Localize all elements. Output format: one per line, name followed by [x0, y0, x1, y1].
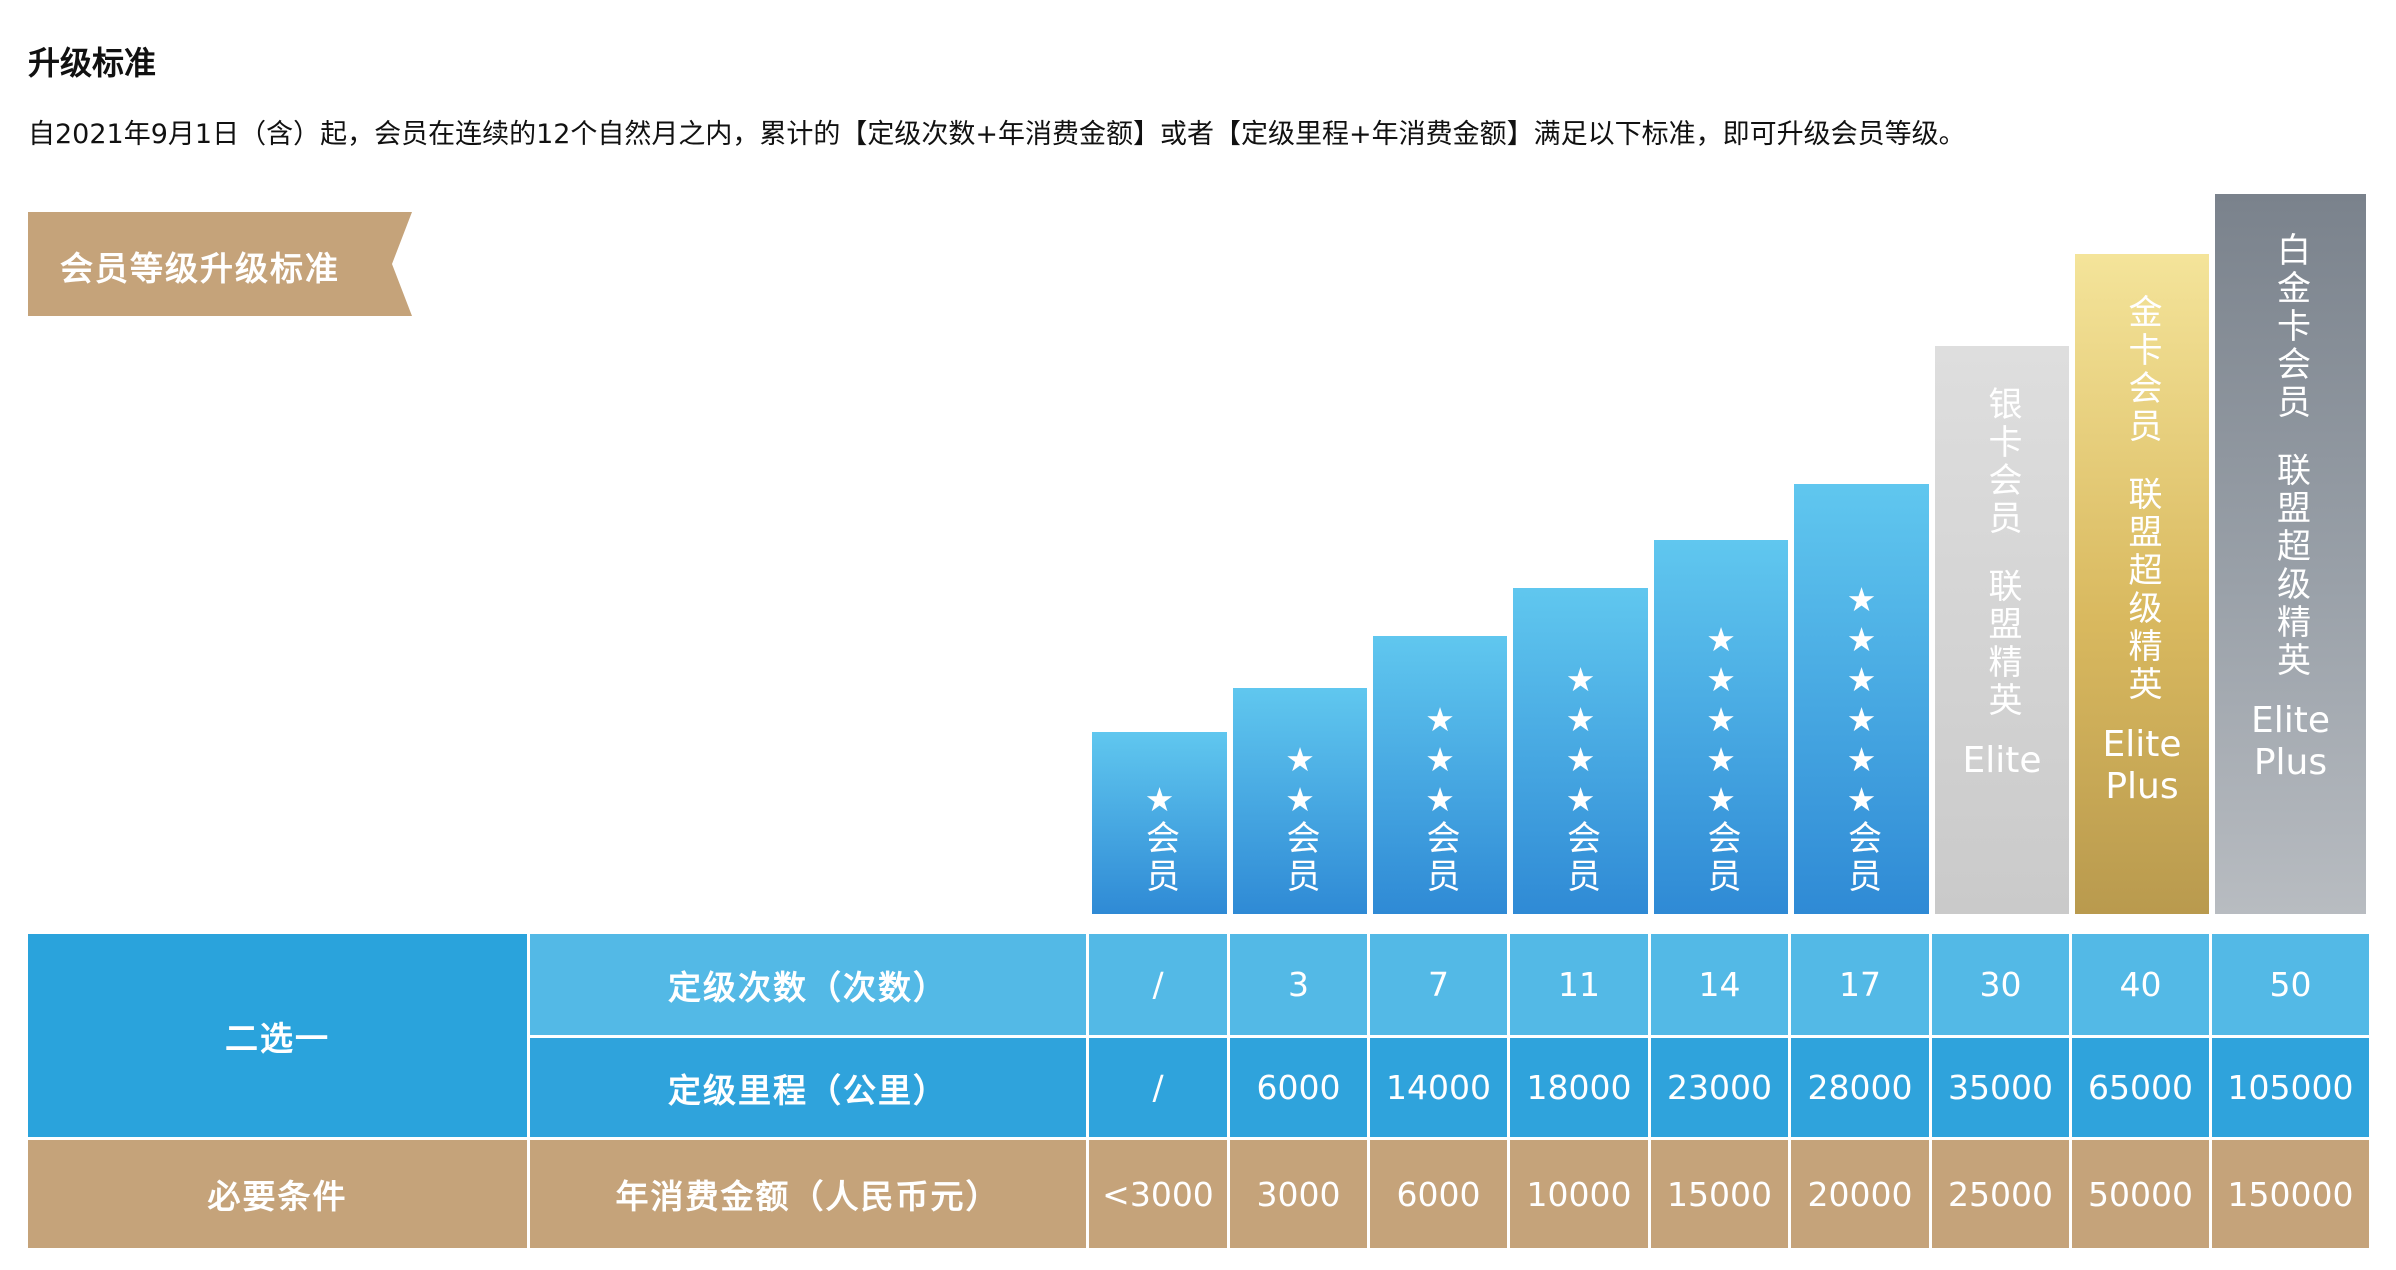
tier-name: 白金卡会员 — [2270, 232, 2311, 422]
tier-english: Elite — [1962, 740, 2041, 782]
tier-english-line: Elite — [2102, 724, 2182, 765]
tier-name: 会员 — [1280, 820, 1320, 896]
star-icon: ★ — [1565, 660, 1596, 699]
tier-bar: ★ ★ ★ ★ ★ 会员 — [1654, 540, 1788, 914]
row-trips-label: 定级次数（次数） — [530, 934, 1089, 1038]
star-icon: ★ — [1706, 620, 1736, 659]
tier-desc: 联盟精英 — [1982, 568, 2022, 720]
tier-bar: ★ 会员 — [1092, 732, 1227, 914]
spend-value: 10000 — [1510, 1140, 1651, 1248]
trips-value: 30 — [1932, 934, 2072, 1038]
tier-desc: 联盟超级精英 — [2122, 476, 2162, 704]
tier-bar: ★ ★ ★ 会员 — [1373, 636, 1507, 914]
miles-value: 18000 — [1510, 1038, 1651, 1140]
tier-english-line: Elite — [2250, 700, 2330, 741]
spend-value: 3000 — [1230, 1140, 1370, 1248]
star-icon: ★ — [1846, 660, 1877, 699]
trips-value: 50 — [2212, 934, 2369, 1038]
tier-stars: ★ ★ ★ ★ — [1566, 660, 1596, 820]
tier-bar: 银卡会员联盟精英 Elite — [1935, 346, 2069, 914]
star-icon: ★ — [1846, 740, 1877, 779]
ribbon-banner: 会员等级升级标准 — [28, 212, 412, 316]
spend-value: 150000 — [2212, 1140, 2369, 1248]
star-icon: ★ — [1706, 660, 1736, 699]
miles-value: 14000 — [1370, 1038, 1510, 1140]
star-icon: ★ — [1565, 780, 1596, 819]
tier-bar: ★ ★ ★ ★ 会员 — [1513, 588, 1648, 914]
upgrade-description: 自2021年9月1日（含）起，会员在连续的12个自然月之内，累计的【定级次数+年… — [28, 119, 1966, 150]
miles-value: 35000 — [1932, 1038, 2072, 1140]
tier-name: 金卡会员 — [2122, 294, 2162, 446]
star-icon: ★ — [1846, 700, 1877, 739]
tier-english-line: Plus — [2105, 766, 2179, 807]
tier-english: Elite Plus — [2102, 724, 2181, 808]
row-spend-label: 年消费金额（人民币元） — [530, 1140, 1089, 1248]
tier-name: 会员 — [1701, 820, 1741, 896]
star-icon: ★ — [1425, 740, 1455, 779]
tier-bar: ★ ★ ★ ★ ★ ★ 会员 — [1794, 484, 1929, 914]
trips-value: 11 — [1510, 934, 1651, 1038]
star-icon: ★ — [1706, 740, 1736, 779]
tier-stars: ★ — [1145, 780, 1175, 820]
tier-bar: ★ ★ 会员 — [1233, 688, 1367, 914]
miles-value: 23000 — [1651, 1038, 1791, 1140]
star-icon: ★ — [1144, 780, 1175, 819]
star-icon: ★ — [1425, 700, 1455, 739]
tier-bar: 白金卡会员联盟超级精英 Elite Plus — [2215, 194, 2366, 914]
tier-name: 会员 — [1420, 820, 1460, 896]
star-icon: ★ — [1706, 780, 1736, 819]
spend-value: 6000 — [1370, 1140, 1510, 1248]
tier-name: 会员 — [1560, 820, 1601, 896]
spend-value: 20000 — [1791, 1140, 1932, 1248]
tier-stars: ★ ★ ★ — [1425, 700, 1455, 820]
tier-name: 银卡会员 — [1982, 386, 2022, 538]
spend-value: <3000 — [1089, 1140, 1230, 1248]
miles-value: / — [1089, 1038, 1230, 1140]
tier-stars: ★ ★ — [1285, 740, 1315, 820]
trips-value: 40 — [2072, 934, 2212, 1038]
miles-value: 105000 — [2212, 1038, 2369, 1140]
star-icon: ★ — [1846, 620, 1877, 659]
tier-name: 会员 — [1841, 820, 1882, 896]
tier-stars: ★ ★ ★ ★ ★ — [1706, 620, 1736, 820]
trips-value: 14 — [1651, 934, 1791, 1038]
star-icon: ★ — [1285, 780, 1315, 819]
miles-value: 65000 — [2072, 1038, 2212, 1140]
trips-value: / — [1089, 934, 1230, 1038]
star-icon: ★ — [1565, 740, 1596, 779]
section-title: 升级标准 — [28, 44, 157, 82]
spend-value: 50000 — [2072, 1140, 2212, 1248]
tier-english: Elite Plus — [2251, 700, 2330, 784]
miles-value: 28000 — [1791, 1038, 1932, 1140]
tier-desc: 联盟超级精英 — [2270, 452, 2311, 680]
star-icon: ★ — [1706, 700, 1736, 739]
ribbon-label: 会员等级升级标准 — [60, 249, 340, 288]
tier-name: 会员 — [1139, 820, 1180, 896]
tier-stars: ★ ★ ★ ★ ★ ★ — [1847, 580, 1877, 820]
trips-value: 3 — [1230, 934, 1370, 1038]
star-icon: ★ — [1846, 780, 1877, 819]
ribbon-shape — [28, 212, 412, 316]
spend-value: 25000 — [1932, 1140, 2072, 1248]
star-icon: ★ — [1846, 580, 1877, 619]
tier-english-line: Plus — [2253, 742, 2328, 783]
trips-value: 7 — [1370, 934, 1510, 1038]
group-choose-label: 二选一 — [28, 934, 530, 1140]
group-required-label: 必要条件 — [28, 1140, 530, 1248]
row-miles-label: 定级里程（公里） — [530, 1038, 1089, 1140]
star-icon: ★ — [1285, 740, 1315, 779]
star-icon: ★ — [1565, 700, 1596, 739]
trips-value: 17 — [1791, 934, 1932, 1038]
tier-english-line: Elite — [1962, 740, 2042, 781]
star-icon: ★ — [1425, 780, 1455, 819]
spend-value: 15000 — [1651, 1140, 1791, 1248]
tier-bar: 金卡会员联盟超级精英 Elite Plus — [2075, 254, 2209, 914]
miles-value: 6000 — [1230, 1038, 1370, 1140]
